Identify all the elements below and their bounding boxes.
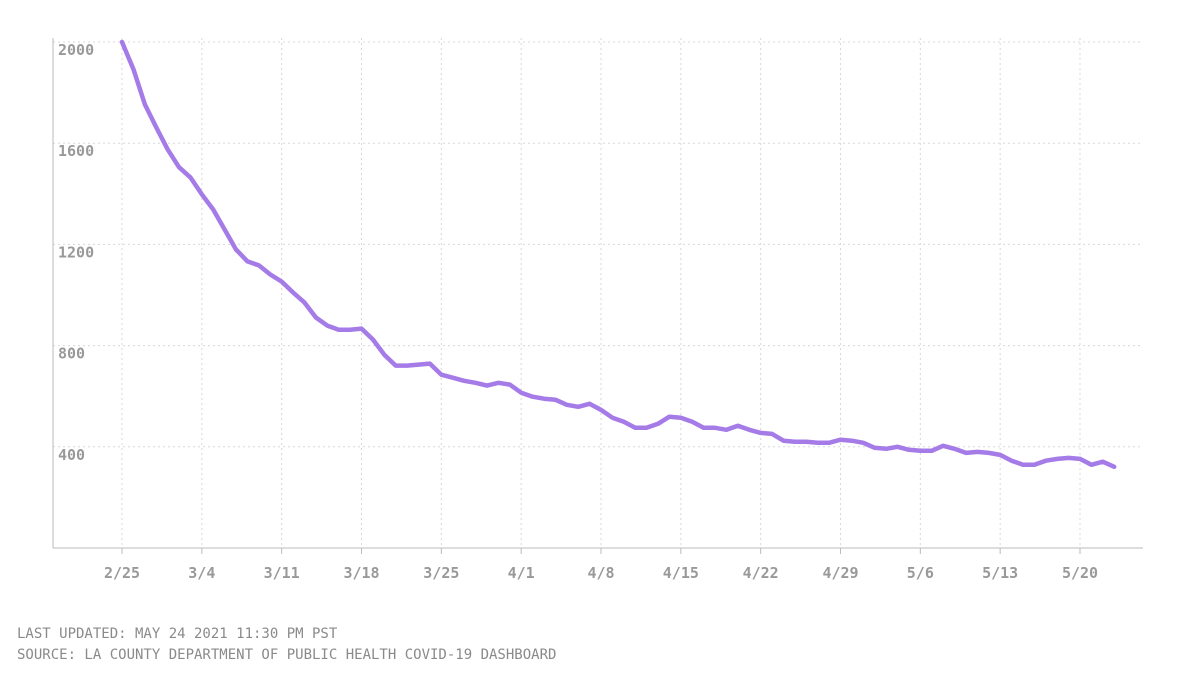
x-tick-label: 3/18 bbox=[343, 564, 379, 582]
x-tick-label: 5/13 bbox=[982, 564, 1018, 582]
x-tick-label: 4/22 bbox=[743, 564, 779, 582]
x-tick-label: 5/20 bbox=[1062, 564, 1098, 582]
y-tick-label: 2000 bbox=[58, 41, 94, 59]
x-tick-label: 3/11 bbox=[264, 564, 300, 582]
y-tick-label: 400 bbox=[58, 446, 85, 464]
x-tick-label: 4/29 bbox=[822, 564, 858, 582]
x-tick-label: 5/6 bbox=[907, 564, 934, 582]
x-tick-label: 2/25 bbox=[104, 564, 140, 582]
footer-updated: LAST UPDATED: MAY 24 2021 11:30 PM PST bbox=[17, 626, 338, 642]
y-tick-label: 800 bbox=[58, 345, 85, 363]
x-tick-label: 4/15 bbox=[663, 564, 699, 582]
x-tick-label: 3/25 bbox=[423, 564, 459, 582]
footer-source: SOURCE: LA COUNTY DEPARTMENT OF PUBLIC H… bbox=[17, 647, 556, 663]
x-tick-label: 4/8 bbox=[587, 564, 614, 582]
x-tick-label: 4/1 bbox=[508, 564, 535, 582]
y-tick-label: 1600 bbox=[58, 142, 94, 160]
x-tick-label: 3/4 bbox=[188, 564, 215, 582]
data-line bbox=[119, 39, 1117, 470]
y-tick-label: 1200 bbox=[58, 243, 94, 261]
